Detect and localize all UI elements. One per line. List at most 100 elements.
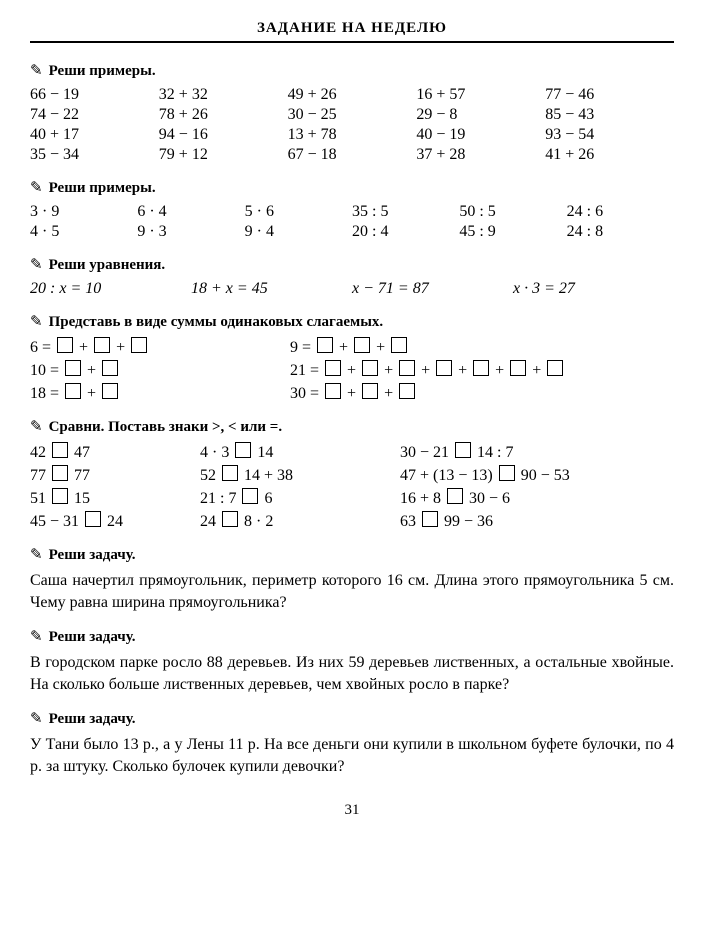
page-title: ЗАДАНИЕ НА НЕДЕЛЮ [30, 20, 674, 43]
box-icon [65, 360, 81, 376]
box-icon [52, 488, 68, 504]
math-cell: 30 − 25 [288, 106, 417, 124]
math-cell: 66 − 19 [30, 86, 159, 104]
box-icon [325, 360, 341, 376]
word-problem-3: У Тани было 13 р., а у Лены 11 р. На все… [30, 734, 674, 777]
math-cell: 35 : 5 [352, 203, 459, 221]
compare-cell: 24 8 · 2 [200, 511, 400, 531]
word-problem-2: В городском парке росло 88 деревьев. Из … [30, 652, 674, 695]
box-icon [362, 383, 378, 399]
section-heading-6: Реши задачу. [30, 545, 674, 564]
math-cell: 93 − 54 [545, 126, 674, 144]
math-cell: 94 − 16 [159, 126, 288, 144]
box-icon [422, 511, 438, 527]
sum-cell: 18 = + [30, 383, 290, 403]
math-cell: 9 · 4 [245, 223, 352, 241]
compare-cell: 16 + 8 30 − 6 [400, 488, 674, 508]
box-icon [354, 337, 370, 353]
math-cell: 50 : 5 [459, 203, 566, 221]
box-icon [57, 337, 73, 353]
sum-cell: 10 = + [30, 360, 290, 380]
math-cell: 6 · 4 [137, 203, 244, 221]
math-cell: 24 : 6 [567, 203, 674, 221]
equation-cell: 18 + x = 45 [191, 280, 352, 298]
equations-row: 20 : x = 1018 + x = 45x − 71 = 87x · 3 =… [30, 280, 674, 298]
sum-cell: 9 = + + [290, 337, 674, 357]
box-icon [473, 360, 489, 376]
math-cell: 85 − 43 [545, 106, 674, 124]
compare-cell: 51 15 [30, 488, 200, 508]
math-cell: 20 : 4 [352, 223, 459, 241]
arithmetic-grid-2: 3 · 96 · 45 · 635 : 550 : 524 : 64 · 59 … [30, 203, 674, 241]
box-icon [447, 488, 463, 504]
math-cell: 9 · 3 [137, 223, 244, 241]
math-cell: 4 · 5 [30, 223, 137, 241]
math-cell: 40 − 19 [416, 126, 545, 144]
compare-grid: 42 474 · 3 1430 − 21 14 : 7 77 7752 14 + … [30, 442, 674, 531]
box-icon [235, 442, 251, 458]
math-cell: 40 + 17 [30, 126, 159, 144]
box-icon [325, 383, 341, 399]
box-icon [222, 511, 238, 527]
math-cell: 67 − 18 [288, 146, 417, 164]
compare-cell: 77 77 [30, 465, 200, 485]
compare-cell: 4 · 3 14 [200, 442, 400, 462]
section-heading-8: Реши задачу. [30, 709, 674, 728]
math-cell: 24 : 8 [567, 223, 674, 241]
page-number: 31 [30, 802, 674, 819]
box-icon [317, 337, 333, 353]
box-icon [547, 360, 563, 376]
box-icon [102, 383, 118, 399]
math-cell: 32 + 32 [159, 86, 288, 104]
box-icon [65, 383, 81, 399]
box-icon [52, 442, 68, 458]
math-cell: 37 + 28 [416, 146, 545, 164]
box-icon [436, 360, 452, 376]
section-heading-4: Представь в виде суммы одинаковых слагае… [30, 312, 674, 331]
math-cell: 78 + 26 [159, 106, 288, 124]
box-icon [131, 337, 147, 353]
section-heading-1: Реши примеры. [30, 61, 674, 80]
box-icon [510, 360, 526, 376]
box-icon [399, 360, 415, 376]
section-heading-5: Сравни. Поставь знаки >, < или =. [30, 417, 674, 436]
math-cell: 79 + 12 [159, 146, 288, 164]
box-icon [362, 360, 378, 376]
section-heading-2: Реши примеры. [30, 178, 674, 197]
box-icon [399, 383, 415, 399]
box-icon [222, 465, 238, 481]
sums-grid: 6 = + + 9 = + + 10 = + 21 = + + + + + + … [30, 337, 674, 403]
math-cell: 49 + 26 [288, 86, 417, 104]
equation-cell: 20 : x = 10 [30, 280, 191, 298]
compare-cell: 47 + (13 − 13) 90 − 53 [400, 465, 674, 485]
box-icon [499, 465, 515, 481]
math-cell: 3 · 9 [30, 203, 137, 221]
math-cell: 77 − 46 [545, 86, 674, 104]
equation-cell: x − 71 = 87 [352, 280, 513, 298]
box-icon [391, 337, 407, 353]
box-icon [52, 465, 68, 481]
box-icon [455, 442, 471, 458]
box-icon [102, 360, 118, 376]
math-cell: 16 + 57 [416, 86, 545, 104]
compare-cell: 63 99 − 36 [400, 511, 674, 531]
compare-cell: 21 : 7 6 [200, 488, 400, 508]
math-cell: 41 + 26 [545, 146, 674, 164]
math-cell: 45 : 9 [459, 223, 566, 241]
compare-cell: 30 − 21 14 : 7 [400, 442, 674, 462]
math-cell: 35 − 34 [30, 146, 159, 164]
math-cell: 5 · 6 [245, 203, 352, 221]
word-problem-1: Саша начертил прямоугольник, периметр ко… [30, 570, 674, 613]
math-cell: 29 − 8 [416, 106, 545, 124]
compare-cell: 42 47 [30, 442, 200, 462]
sum-cell: 21 = + + + + + + [290, 360, 674, 380]
box-icon [94, 337, 110, 353]
compare-cell: 52 14 + 38 [200, 465, 400, 485]
arithmetic-grid-1: 66 − 1932 + 3249 + 2616 + 5777 − 4674 − … [30, 86, 674, 164]
box-icon [242, 488, 258, 504]
sum-cell: 30 = + + [290, 383, 674, 403]
box-icon [85, 511, 101, 527]
compare-cell: 45 − 31 24 [30, 511, 200, 531]
sum-cell: 6 = + + [30, 337, 290, 357]
math-cell: 13 + 78 [288, 126, 417, 144]
